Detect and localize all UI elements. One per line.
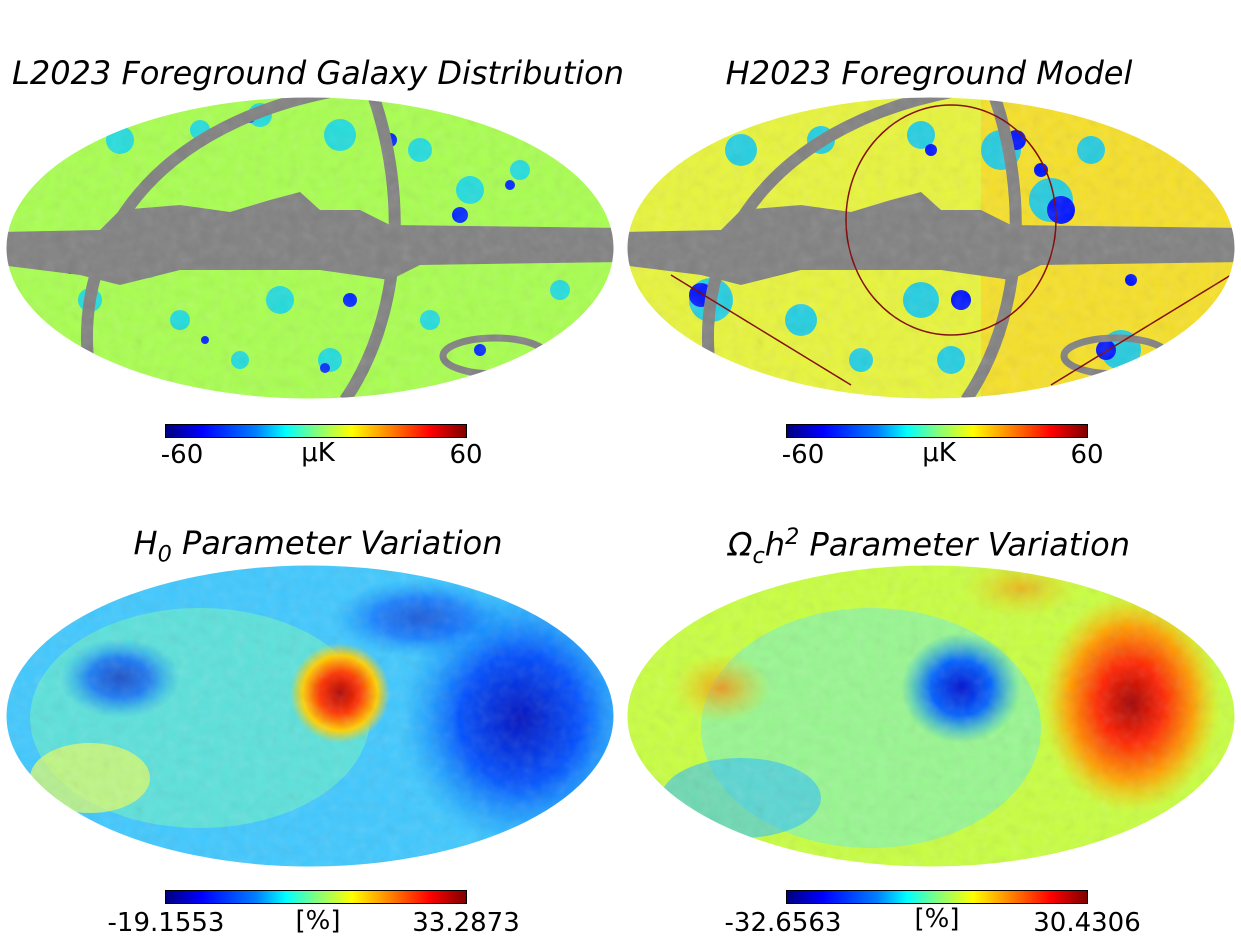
title-superscript: 2	[785, 524, 800, 550]
title-text: Parameter Variation	[171, 524, 503, 562]
title-subscript: 0	[157, 541, 172, 568]
mollweide-map	[626, 564, 1236, 868]
colorbar-min-label: -60	[160, 440, 204, 470]
mollweide-map	[5, 564, 615, 868]
colorbar-unit-label: μK	[922, 438, 956, 468]
title-subscript: c	[752, 543, 765, 570]
mollweide-map	[5, 96, 615, 400]
colorbar-min-label: -19.1553	[107, 908, 225, 938]
panel-h2023: H2023 Foreground Model	[621, 0, 1241, 468]
colorbar-min-label: -60	[781, 440, 825, 470]
title-symbol-h: h	[764, 525, 786, 564]
colorbar-max-label: 30.4306	[1033, 908, 1141, 938]
title-text: Parameter Variation	[799, 525, 1130, 564]
panel-title: H0 Parameter Variation	[8, 524, 628, 567]
panel-title: Ωch2 Parameter Variation	[619, 524, 1239, 569]
colorbar	[165, 424, 467, 438]
colorbar	[786, 424, 1088, 438]
panel-h0-variation: H0 Parameter Variation -19.1553 [%] 33.2…	[0, 468, 620, 936]
title-symbol: H	[133, 524, 158, 562]
title-symbol: Ω	[728, 525, 753, 564]
colorbar-unit-label: μK	[301, 438, 335, 468]
colorbar-max-label: 60	[1070, 440, 1104, 470]
colorbar-unit-label: [%]	[914, 904, 960, 934]
panel-title: H2023 Foreground Model	[725, 54, 1133, 92]
colorbar	[786, 890, 1088, 904]
colorbar-unit-label: [%]	[295, 906, 341, 936]
colorbar-min-label: -32.6563	[724, 908, 842, 938]
panel-omega-variation: Ωch2 Parameter Variation -32.6563 [%] 30…	[621, 468, 1241, 936]
colorbar	[165, 890, 467, 904]
colorbar-max-label: 60	[449, 440, 483, 470]
panel-l2023: L2023 Foreground Galaxy Distribution	[0, 0, 624, 470]
panel-title: L2023 Foreground Galaxy Distribution	[12, 54, 624, 92]
mollweide-map	[626, 96, 1236, 400]
colorbar-max-label: 33.2873	[412, 908, 520, 938]
